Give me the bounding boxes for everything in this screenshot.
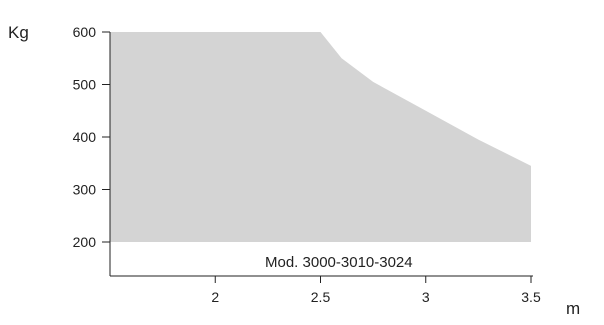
- x-tick-label: 2.5: [311, 289, 331, 305]
- x-tick-label: 2: [211, 289, 219, 305]
- y-tick-label: 200: [73, 234, 97, 250]
- x-axis-ticks: 2 2.5 3 3.5: [211, 276, 541, 305]
- x-tick-label: 3.5: [521, 289, 541, 305]
- y-tick-label: 600: [73, 24, 97, 40]
- y-tick-label: 400: [73, 129, 97, 145]
- capacity-area: [110, 32, 531, 242]
- y-axis-label: Kg: [8, 23, 29, 42]
- x-axis-label: m: [566, 299, 580, 318]
- model-annotation: Mod. 3000-3010-3024: [265, 254, 413, 271]
- x-tick-label: 3: [422, 289, 430, 305]
- y-axis-ticks: 600 500 400 300 200: [73, 24, 110, 250]
- y-tick-label: 500: [73, 77, 97, 93]
- y-tick-label: 300: [73, 182, 97, 198]
